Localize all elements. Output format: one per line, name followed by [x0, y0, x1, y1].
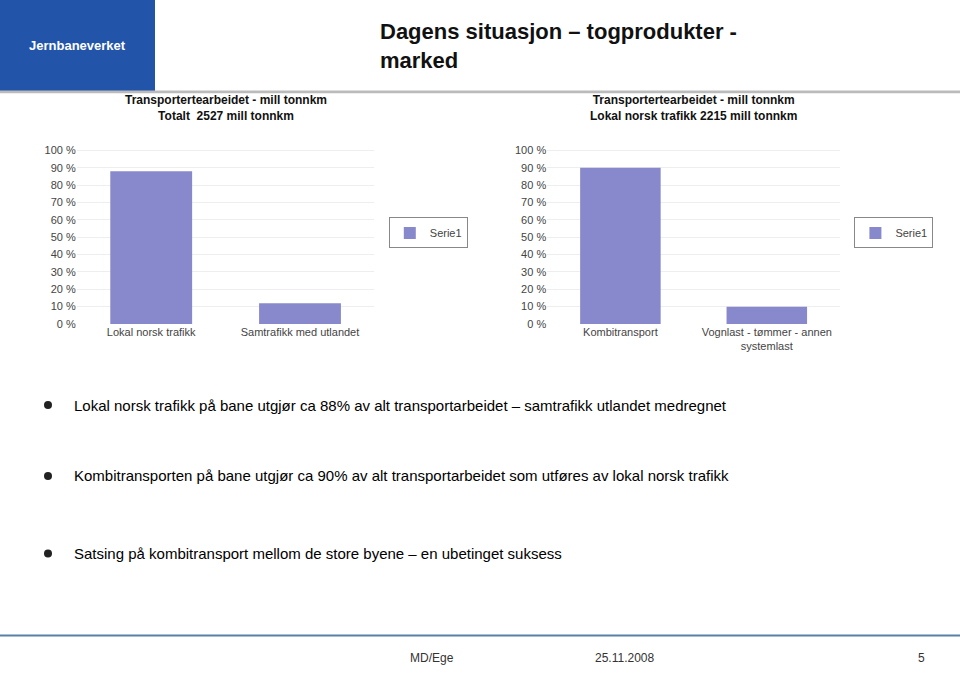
svg-text:Dagens situasjon – togprodukte: Dagens situasjon – togprodukter -marked [380, 19, 737, 73]
svg-text:30 %: 30 % [51, 266, 76, 278]
svg-text:Serie1: Serie1 [895, 227, 927, 239]
svg-text:Vognlast - tømmer - annensyste: Vognlast - tømmer - annensystemlast [702, 326, 832, 352]
svg-text:Lokal norsk trafikk på bane ut: Lokal norsk trafikk på bane utgjør ca 88… [74, 397, 727, 414]
svg-text:80 %: 80 % [51, 179, 76, 191]
svg-text:Lokal norsk trafikk: Lokal norsk trafikk [107, 326, 196, 338]
svg-text:5: 5 [918, 651, 925, 665]
svg-text:50 %: 50 % [51, 231, 76, 243]
svg-text:Kombitransport: Kombitransport [583, 326, 658, 338]
svg-text:0 %: 0 % [57, 318, 76, 330]
svg-text:20 %: 20 % [51, 283, 76, 295]
svg-text:Transportertearbeidet - mill t: Transportertearbeidet - mill tonnkmTotal… [125, 93, 327, 123]
svg-text:20 %: 20 % [521, 283, 546, 295]
svg-text:100 %: 100 % [45, 144, 76, 156]
svg-text:50 %: 50 % [521, 231, 546, 243]
svg-text:60 %: 60 % [51, 214, 76, 226]
svg-text:25.11.2008: 25.11.2008 [595, 651, 654, 665]
svg-text:60 %: 60 % [521, 214, 546, 226]
svg-text:MD/Ege: MD/Ege [410, 651, 454, 665]
svg-text:90 %: 90 % [51, 162, 76, 174]
svg-text:40 %: 40 % [51, 248, 76, 260]
svg-text:70 %: 70 % [521, 196, 546, 208]
svg-text:10 %: 10 % [51, 300, 76, 312]
svg-text:70 %: 70 % [51, 196, 76, 208]
svg-text:40 %: 40 % [521, 248, 546, 260]
svg-text:Satsing på kombitransport mell: Satsing på kombitransport mellom de stor… [74, 545, 562, 562]
svg-text:Samtrafikk med utlandet: Samtrafikk med utlandet [241, 326, 360, 338]
svg-text:100 %: 100 % [515, 144, 546, 156]
svg-text:30 %: 30 % [521, 266, 546, 278]
svg-text:0 %: 0 % [527, 318, 546, 330]
svg-text:Jernbaneverket: Jernbaneverket [29, 38, 126, 53]
svg-text:10 %: 10 % [521, 300, 546, 312]
svg-text:Serie1: Serie1 [430, 227, 462, 239]
svg-text:80 %: 80 % [521, 179, 546, 191]
svg-text:90 %: 90 % [521, 162, 546, 174]
svg-text:Transportertearbeidet - mill t: Transportertearbeidet - mill tonnkmLokal… [590, 93, 797, 123]
svg-text:Kombitransporten på bane utgjø: Kombitransporten på bane utgjør ca 90% a… [74, 467, 729, 484]
